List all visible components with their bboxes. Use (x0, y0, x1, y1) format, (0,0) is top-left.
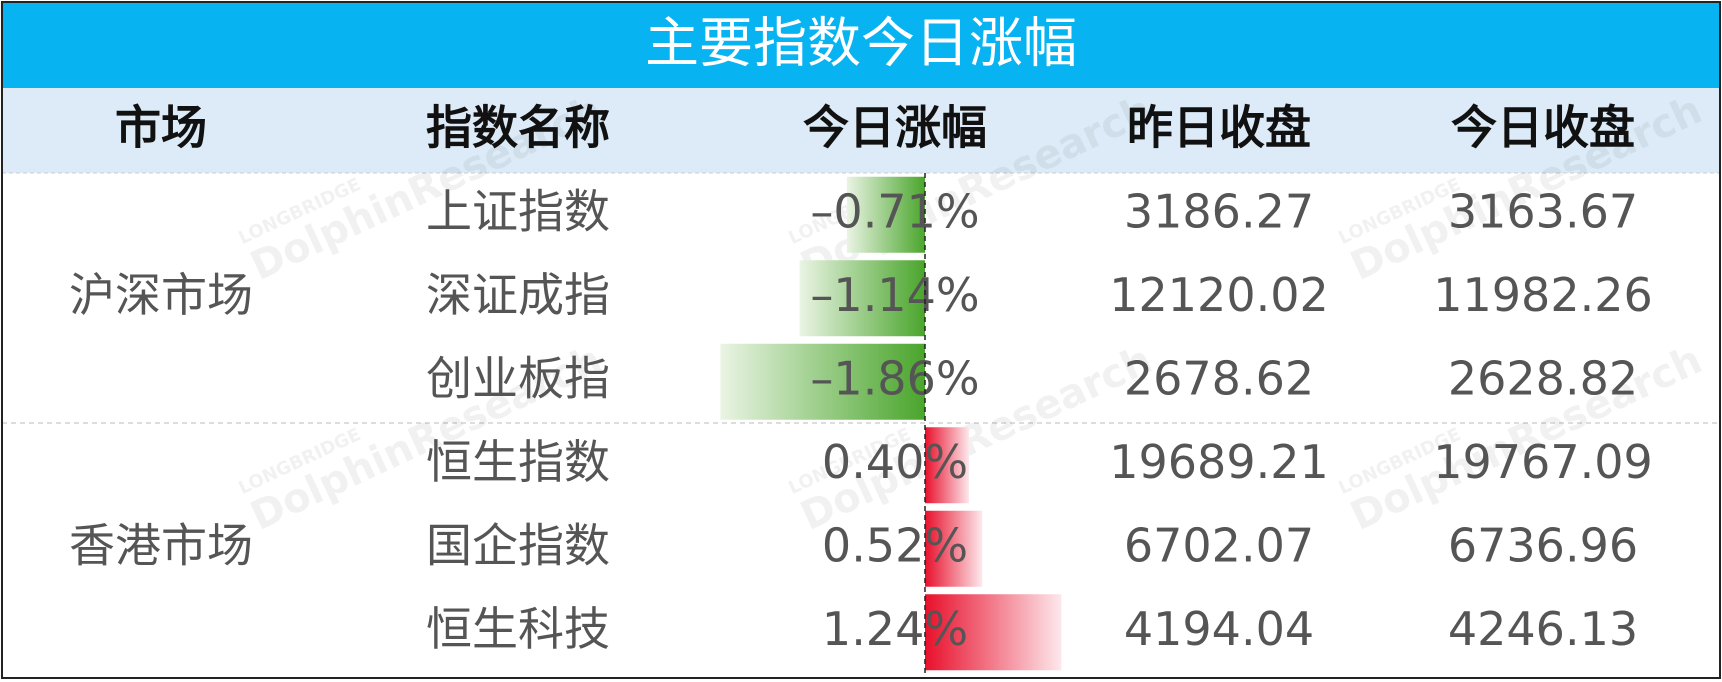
change-label: 0.52% (822, 518, 968, 572)
prev-close: 6702.07 (1124, 518, 1314, 572)
header-bar (2, 88, 1720, 173)
index-name: 恒生科技 (426, 602, 610, 656)
change-label: 0.40% (822, 435, 968, 489)
prev-close: 19689.21 (1109, 435, 1329, 489)
index-name: 上证指数 (426, 184, 610, 238)
index-name: 创业板指 (426, 351, 610, 405)
close: 3163.67 (1448, 184, 1638, 238)
header-cell: 指数名称 (426, 101, 610, 155)
change-bar (925, 510, 983, 587)
change-label: 1.24% (822, 602, 968, 656)
change-label: –1.86% (810, 351, 979, 405)
header-cell: 昨日收盘 (1127, 101, 1311, 155)
group-label: 香港市场 (69, 518, 253, 572)
index-name: 国企指数 (426, 518, 610, 572)
title-bar (2, 2, 1720, 88)
close: 19767.09 (1433, 435, 1653, 489)
close: 11982.26 (1433, 268, 1653, 322)
change-label: –0.71% (810, 184, 979, 238)
title: 主要指数今日涨幅 (645, 12, 1077, 75)
change-bar (799, 260, 925, 337)
change-bar (720, 343, 925, 420)
header-cell: 今日涨幅 (803, 101, 987, 155)
close: 6736.96 (1448, 518, 1638, 572)
close: 4246.13 (1448, 602, 1638, 656)
prev-close: 4194.04 (1124, 602, 1314, 656)
index-name: 恒生指数 (426, 435, 610, 489)
close: 2628.82 (1448, 351, 1638, 405)
change-bar (925, 427, 969, 504)
prev-close: 12120.02 (1109, 268, 1329, 322)
change-bar (846, 176, 925, 253)
change-bar (925, 594, 1062, 671)
prev-close: 3186.27 (1124, 184, 1314, 238)
header-cell: 市场 (115, 101, 207, 155)
prev-close: 2678.62 (1124, 351, 1314, 405)
change-label: –1.14% (810, 268, 979, 322)
group-label: 沪深市场 (69, 268, 253, 322)
header-cell: 今日收盘 (1451, 101, 1635, 155)
index-name: 深证成指 (426, 268, 610, 322)
